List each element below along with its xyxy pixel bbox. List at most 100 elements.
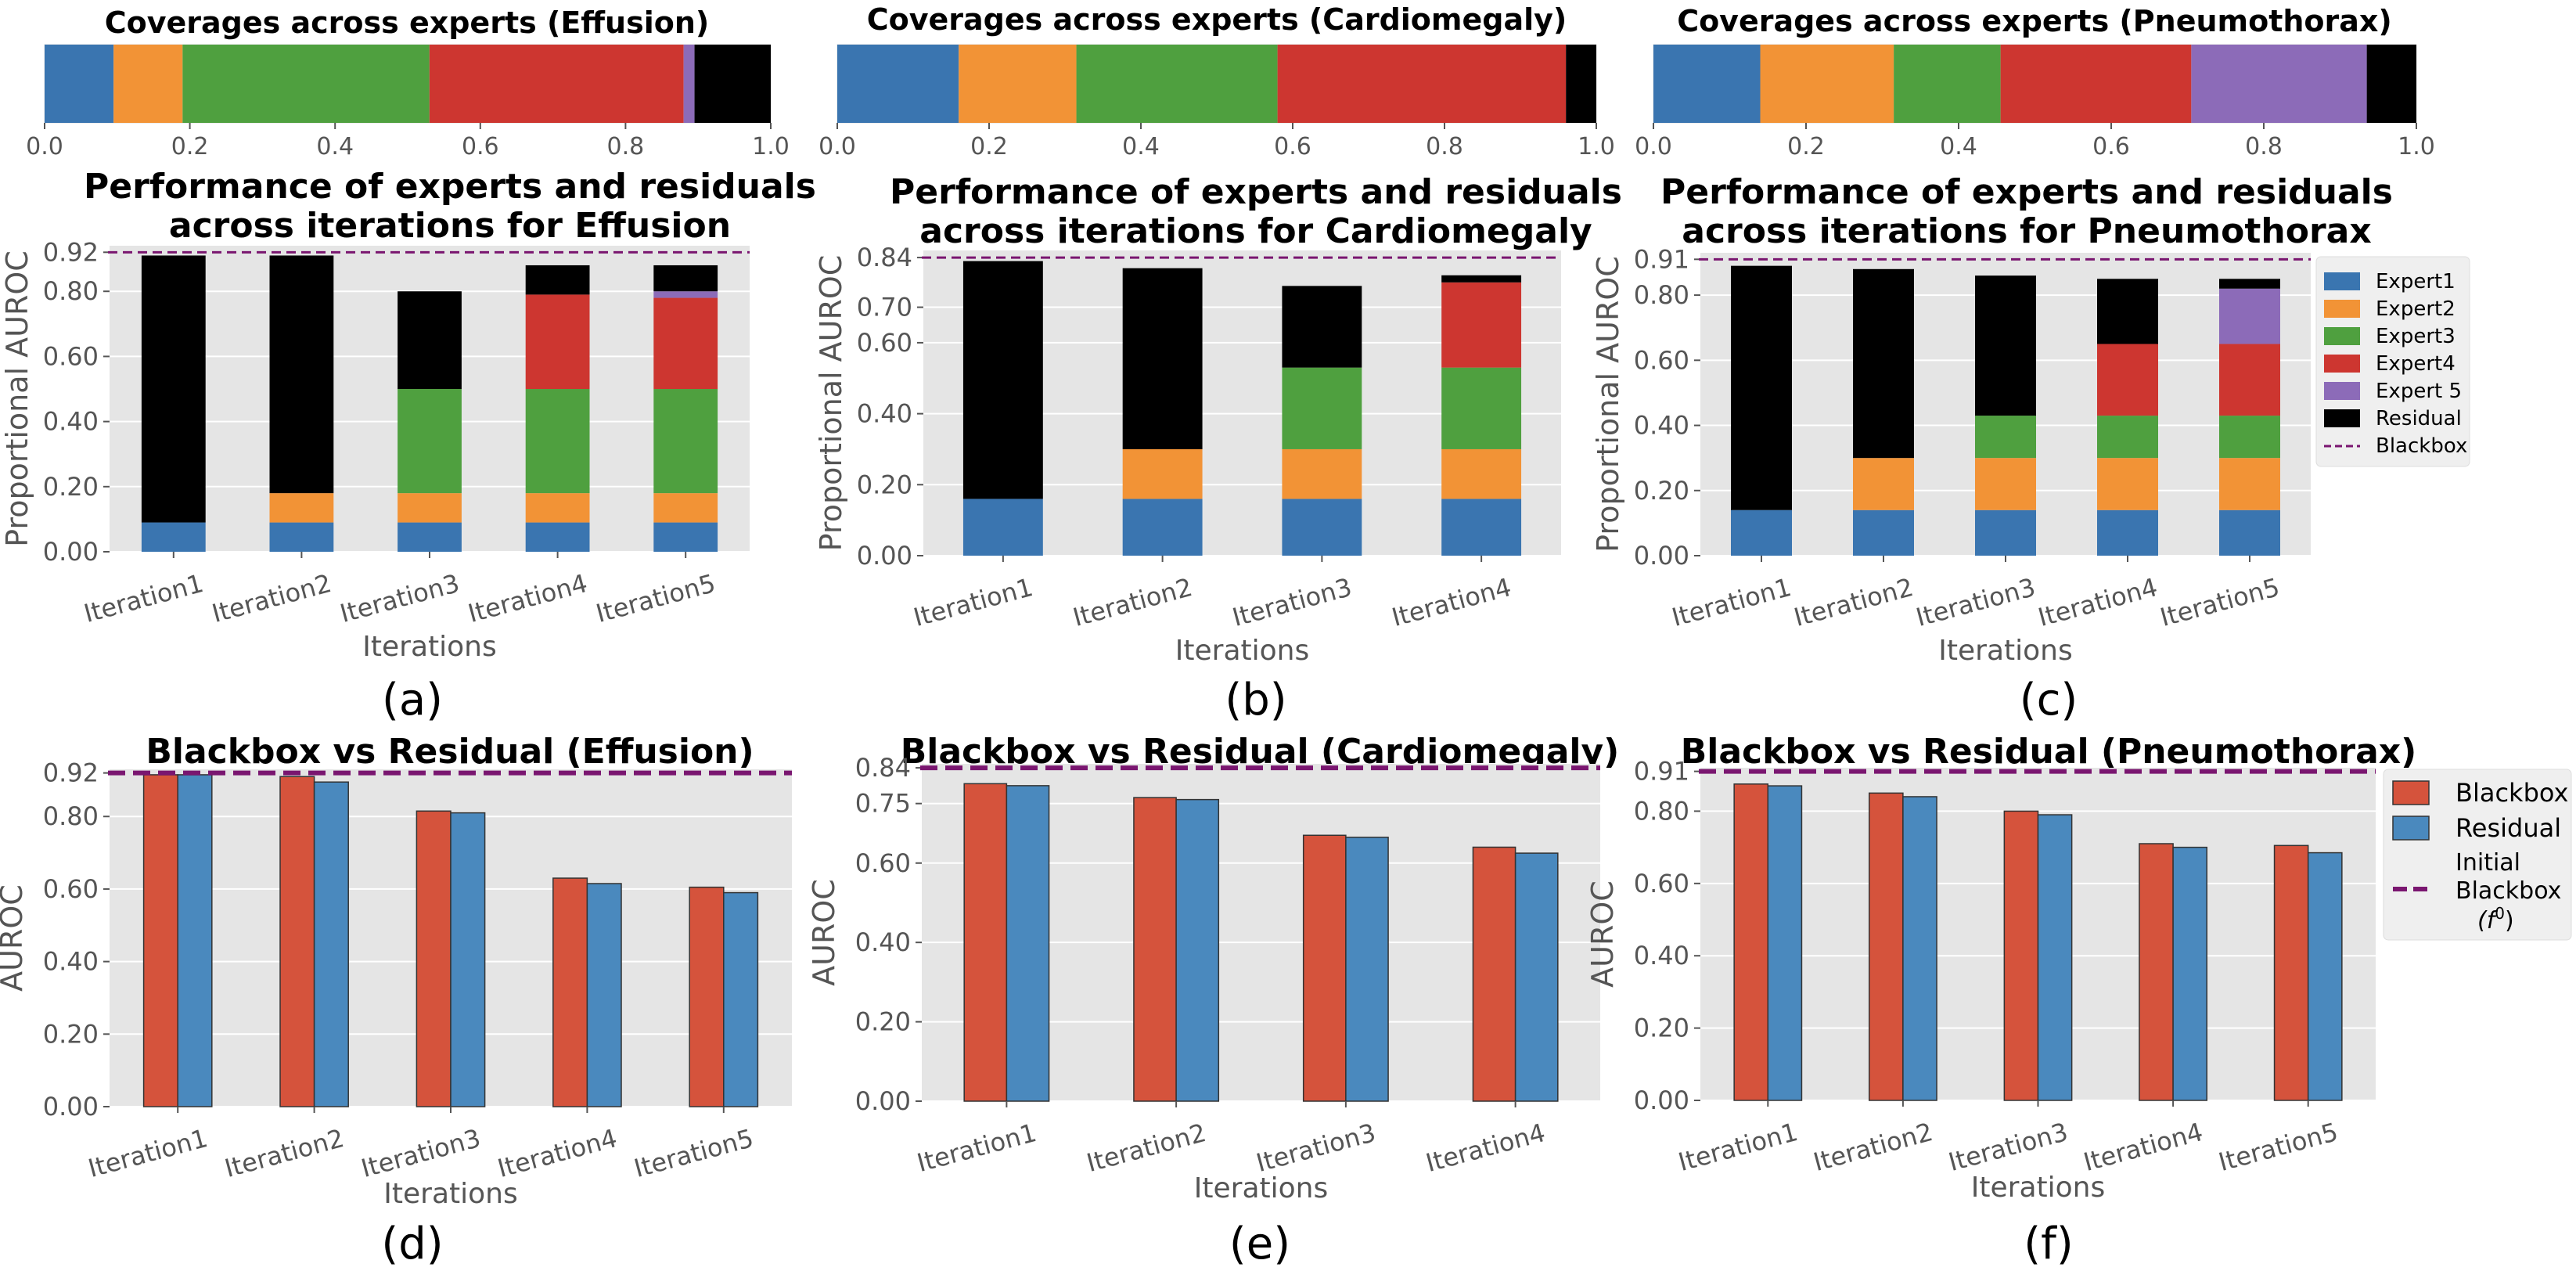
x-tick-label: Iteration3: [1253, 1118, 1379, 1178]
bar-expert1-iteration3: [1975, 509, 2036, 556]
coverage-segment-expert1: [1653, 45, 1761, 123]
x-tick-label: Iteration3: [358, 1123, 484, 1183]
coverage-effusion: Coverages across experts (Effusion) 0.0 0.…: [26, 5, 790, 160]
coverage-segment-expert4: [429, 45, 684, 123]
bar-residual-iteration5: [2219, 279, 2280, 289]
bar-expert1-iteration3: [1282, 499, 1362, 556]
bar-expert2-iteration3: [1975, 458, 2036, 510]
bar-expert2-iteration2: [1853, 458, 1914, 510]
x-axis-label: Iterations: [1938, 635, 2072, 667]
coverage-segment-expert5: [2191, 45, 2367, 123]
bar-residual-iteration3: [2037, 814, 2073, 1101]
bar-residual-iteration1: [177, 774, 213, 1107]
bar-expert3-iteration5: [2219, 416, 2280, 459]
bar-blackbox-iteration1: [963, 783, 1008, 1102]
y-tick-label: 0.00: [855, 1086, 911, 1116]
y-tick-label: 0.20: [43, 1019, 99, 1049]
bar-blackbox-iteration2: [279, 776, 315, 1107]
x-tick-label: 0.8: [2245, 133, 2283, 160]
y-tick-label: 0.00: [43, 537, 99, 567]
performance-cardiomegaly: Performance of experts and residualsacro…: [814, 172, 1622, 726]
bar-blackbox-iteration4: [2139, 843, 2174, 1101]
bar-blackbox-iteration3: [1302, 834, 1347, 1102]
bar-residual-iteration2: [1902, 796, 1937, 1101]
bar-expert3-iteration5: [653, 389, 718, 494]
bar-blackbox-iteration3: [416, 810, 452, 1107]
bar-residual-iteration3: [1345, 837, 1389, 1102]
x-tick-label: 0.6: [2092, 133, 2130, 160]
x-tick-label: Iteration5: [593, 568, 719, 628]
bar-blackbox-iteration2: [1869, 792, 1904, 1101]
coverage-segment-expert2: [1760, 45, 1894, 123]
x-tick-label: Iteration2: [209, 568, 335, 628]
y-axis-label: Proportional AUROC: [814, 255, 848, 552]
x-tick-label: 0.4: [1122, 133, 1160, 160]
performance-pneumothorax: Performance of experts and residualsacro…: [1591, 172, 2393, 726]
x-axis-label: Iterations: [1194, 1172, 1328, 1204]
x-tick-label: Iteration3: [336, 568, 462, 628]
bar-blackbox-iteration5: [689, 886, 725, 1107]
x-tick-label: Iteration4: [1423, 1118, 1549, 1178]
bar-blackbox-iteration1: [1733, 783, 1769, 1101]
x-tick-label: 0.2: [970, 133, 1008, 160]
x-tick-label: Iteration2: [1810, 1117, 1936, 1177]
legend-label-line-3: (f0): [2477, 904, 2514, 934]
y-tick-label: 0.20: [857, 470, 912, 499]
y-tick-label: 0.00: [857, 541, 912, 571]
coverage-segment-expert4: [1277, 45, 1567, 123]
x-tick-label: Iteration1: [1668, 572, 1794, 632]
y-tick-label: 0.80: [43, 276, 99, 306]
y-tick-label: 0.70: [857, 293, 912, 322]
x-tick-label: 0.4: [316, 133, 354, 160]
legend-label: Expert3: [2376, 325, 2455, 348]
bar-expert2-iteration3: [1282, 448, 1362, 499]
panel-label: (e): [1229, 1219, 1290, 1269]
panel-label: (c): [2020, 675, 2078, 726]
legend-label: Blackbox: [2376, 434, 2467, 458]
bar-expert4-iteration5: [653, 297, 718, 390]
y-tick-label: 0.80: [1634, 796, 1689, 826]
x-tick-label: 1.0: [752, 133, 790, 160]
coverage-cardiomegaly: Coverages across experts (Cardiomegaly) 0…: [818, 2, 1615, 160]
x-tick-label: Iteration4: [465, 568, 591, 628]
coverage-segment-expert1: [45, 45, 114, 123]
x-tick-label: Iteration1: [1675, 1117, 1801, 1177]
y-tick-label: 0.20: [1634, 476, 1689, 506]
y-tick-label: 0.60: [855, 848, 911, 878]
coverage-segment-residual: [1566, 45, 1596, 123]
x-tick-label: 0.8: [607, 133, 645, 160]
bar-residual-iteration3: [1975, 275, 2036, 416]
x-tick-label: Iteration4: [495, 1123, 621, 1183]
chart-title-line-2: across iterations for Cardiomegaly: [919, 211, 1592, 251]
legend-swatch-expert1: [2324, 272, 2360, 290]
bar-expert2-iteration4: [525, 493, 590, 523]
y-axis-label: AUROC: [807, 879, 841, 986]
y-tick-label: 0.60: [43, 874, 99, 904]
coverage-title: Coverages across experts (Effusion): [105, 5, 710, 40]
bar-expert2-iteration3: [398, 493, 462, 523]
legend-swatch-residual: [2324, 409, 2360, 427]
bar-residual-iteration4: [1514, 852, 1559, 1102]
legend-label-line-2: Blackbox: [2455, 877, 2561, 905]
legend-label: Expert 5: [2376, 380, 2462, 403]
coverage-segment-expert2: [959, 45, 1077, 123]
bar-expert1-iteration2: [269, 522, 334, 552]
bar-expert1-iteration3: [398, 522, 462, 552]
bar-blackbox-iteration5: [2273, 844, 2309, 1101]
blackbox-tick-label: 0.84: [855, 753, 911, 783]
chart-title: Blackbox vs Residual (Effusion): [146, 732, 754, 772]
x-tick-label: Iteration2: [221, 1123, 347, 1183]
bar-blackbox-iteration2: [1133, 797, 1177, 1102]
performance-effusion: Performance of experts and residualsacro…: [0, 167, 816, 726]
x-tick-label: Iteration1: [85, 1123, 211, 1183]
bar-expert2-iteration2: [269, 493, 334, 523]
bb-vs-res-effusion: Blackbox vs Residual (Effusion) 0.00 0.20 0…: [0, 732, 792, 1269]
bb-vs-res-cardiomegaly: Blackbox vs Residual (Cardiomegaly)0.000…: [807, 732, 1619, 1269]
x-tick-label: Iteration4: [1389, 572, 1515, 632]
bar-expert1-iteration1: [1731, 509, 1792, 556]
y-tick-label: 0.20: [855, 1007, 911, 1037]
legend-swatch-expert2: [2324, 300, 2360, 318]
y-tick-label: 0.40: [1634, 941, 1689, 970]
bar-expert3-iteration4: [1441, 367, 1522, 449]
bar-expert5-iteration5: [2219, 288, 2280, 344]
